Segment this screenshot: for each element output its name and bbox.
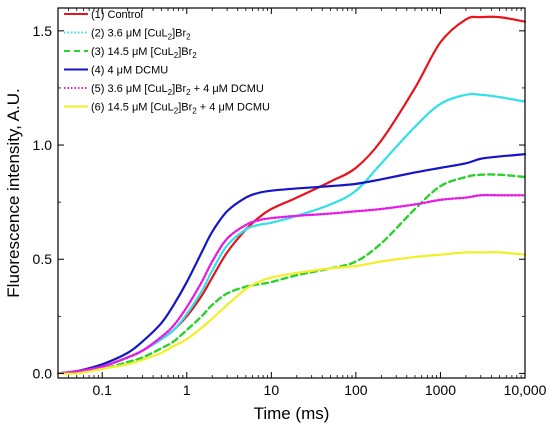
series-line-cu36dcmu	[56, 193, 527, 375]
y-tick-label: 1.5	[33, 23, 53, 39]
y-tick-label: 0.5	[33, 251, 53, 267]
legend-text-post2: + 4 μM DCMU	[197, 102, 270, 114]
legend-label: (2) 3.6 μM [CuL2]Br2	[91, 28, 191, 42]
legend-text-sub: 2	[174, 51, 179, 60]
legend-text-num: (2)	[91, 28, 108, 40]
legend-label: (5) 3.6 μM [CuL2]Br2 + 4 μM DCMU	[91, 83, 264, 97]
y-tick-label: 0.0	[33, 365, 53, 381]
legend-text-sub2: 2	[186, 33, 191, 42]
legend-text-num: (5)	[91, 83, 108, 95]
series-line-cu145dcmu	[56, 251, 527, 375]
legend-text-num: (6)	[91, 102, 108, 114]
x-tick-label: 10,000	[504, 382, 547, 398]
legend-label: (6) 14.5 μM [CuL2]Br2 + 4 μM DCMU	[91, 102, 270, 116]
legend-text-post: ]Br	[178, 46, 192, 58]
legend-text-pre: 3.6 μM [CuL	[108, 28, 168, 40]
y-axis-title: Fluorescence intensity, A.U.	[4, 88, 23, 297]
legend-item-cu145dcmu: (6) 14.5 μM [CuL2]Br2 + 4 μM DCMU	[64, 102, 270, 116]
legend-text-post: ]Br	[172, 28, 186, 40]
legend-text-num: (1)	[91, 9, 108, 21]
x-tick-label: 1000	[425, 382, 456, 398]
x-tick-label: 100	[344, 382, 368, 398]
x-tick-label: 1	[183, 382, 191, 398]
legend-item-cu145: (3) 14.5 μM [CuL2]Br2	[64, 46, 197, 60]
legend-item-cu36dcmu: (5) 3.6 μM [CuL2]Br2 + 4 μM DCMU	[64, 83, 264, 97]
legend-label: (1) Control	[91, 9, 143, 21]
legend-text-post: ]Br	[178, 102, 192, 114]
legend-text-pre: 14.5 μM [CuL	[108, 46, 174, 58]
y-tick-label: 1.0	[33, 137, 53, 153]
legend-text-sub2: 2	[186, 88, 191, 97]
legend-text-post2: + 4 μM DCMU	[191, 83, 264, 95]
legend-text-num: (3)	[91, 46, 108, 58]
legend-text-sub2: 2	[192, 51, 197, 60]
legend-text-pre: 3.6 μM [CuL	[108, 83, 168, 95]
legend-label: (4) 4 μM DCMU	[91, 65, 168, 77]
axes-layer: 0.1 1 10 100 1000 10,000 0.0 0.5 1.0 1.5	[33, 7, 547, 398]
legend-text-pre: 14.5 μM [CuL	[108, 102, 174, 114]
legend-text-sub: 2	[174, 107, 179, 116]
x-tick-label: 10	[264, 382, 280, 398]
legend-text-num: (4)	[91, 65, 108, 77]
legend-text-sub: 2	[168, 88, 173, 97]
legend-item-dcmu: (4) 4 μM DCMU	[64, 65, 168, 77]
legend-text-pre: Control	[108, 9, 143, 21]
series-line-cu36	[56, 92, 527, 375]
legend-item-cu36: (2) 3.6 μM [CuL2]Br2	[64, 28, 191, 42]
legend: (1) Control(2) 3.6 μM [CuL2]Br2(3) 14.5 …	[64, 9, 270, 116]
x-tick-label: 0.1	[92, 382, 112, 398]
legend-label: (3) 14.5 μM [CuL2]Br2	[91, 46, 197, 60]
legend-text-sub: 2	[168, 33, 173, 42]
legend-text-sub2: 2	[192, 107, 197, 116]
series-line-dcmu	[56, 153, 527, 375]
plot-frame	[57, 7, 526, 379]
legend-text-pre: 4 μM DCMU	[108, 65, 169, 77]
x-axis-title: Time (ms)	[254, 404, 330, 423]
series-layer	[56, 15, 527, 375]
legend-item-control: (1) Control	[64, 9, 143, 21]
legend-text-post: ]Br	[172, 83, 186, 95]
